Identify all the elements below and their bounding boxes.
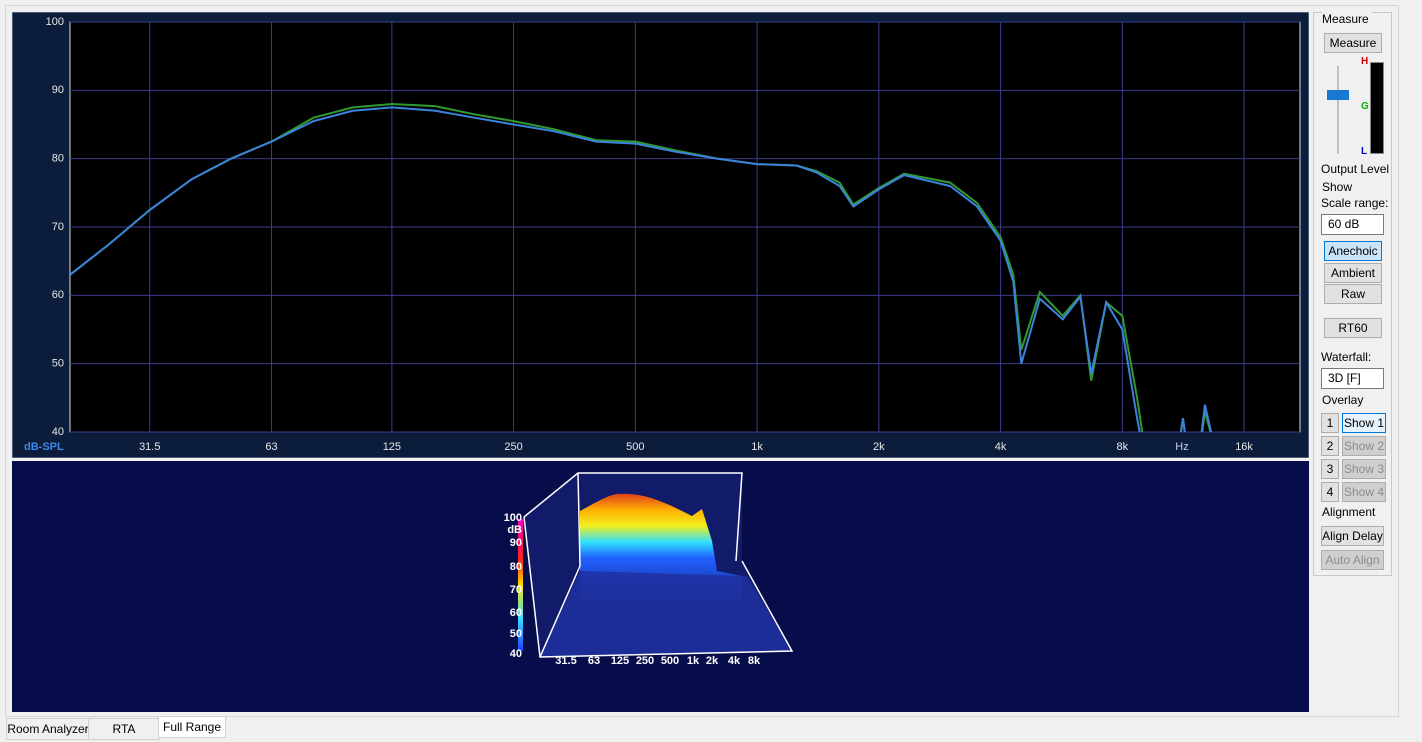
waterfall-box xyxy=(523,472,794,658)
y-tick-label: 50 xyxy=(52,358,64,370)
x-tick-label: 31.5 xyxy=(139,441,160,453)
group-label: Measure xyxy=(1322,12,1372,26)
scale-range-label: Scale range: xyxy=(1321,196,1389,210)
anechoic-button[interactable]: Anechoic xyxy=(1324,241,1382,261)
align-delay-button[interactable]: Align Delay xyxy=(1321,526,1384,546)
y-tick-label: 70 xyxy=(52,221,64,233)
waterfall-x-label: 500 xyxy=(661,655,679,667)
auto-align-button[interactable]: Auto Align xyxy=(1321,550,1384,570)
x-tick-label: 8k xyxy=(1117,441,1129,453)
grid xyxy=(70,21,1300,433)
x-tick-label: 4k xyxy=(995,441,1007,453)
x-tick-label: 500 xyxy=(626,441,644,453)
waterfall-x-label: 31.5 xyxy=(555,655,576,667)
meter-label: G xyxy=(1361,101,1369,112)
waterfall-y-label: 60 xyxy=(510,607,522,619)
x-tick-label: 1k xyxy=(751,441,763,453)
output-level-label: Output Level xyxy=(1321,162,1390,176)
series-line xyxy=(70,106,1213,432)
x-tick-label: 63 xyxy=(265,441,277,453)
overlay-number[interactable]: 2 xyxy=(1321,436,1339,456)
y-tick-label: 100 xyxy=(46,16,64,28)
y-tick-label: 90 xyxy=(52,84,64,96)
x-tick-label: 16k xyxy=(1235,441,1253,453)
level-meter xyxy=(1370,62,1384,154)
group-label: Show xyxy=(1322,180,1356,194)
tab[interactable]: Room Analyzer xyxy=(6,718,90,740)
spl-chart: dB-SPL Hz 40 50 60 70 80 90 100 31.5 63 125 250 500… xyxy=(12,12,1309,458)
waterfall-x-label: 2k xyxy=(706,655,719,667)
overlay-number[interactable]: 4 xyxy=(1321,482,1339,502)
group-label: Overlay xyxy=(1322,393,1367,407)
waterfall-x-label: 250 xyxy=(636,655,654,667)
scale-range-select[interactable]: 60 dB xyxy=(1321,214,1384,235)
overlay-show-button[interactable]: Show 3 xyxy=(1342,459,1386,479)
waterfall-x-label: 4k xyxy=(728,655,741,667)
meter-label: L xyxy=(1361,146,1368,157)
waterfall-x-label: 63 xyxy=(588,655,600,667)
waterfall-y-label: 50 xyxy=(510,628,522,640)
raw-button[interactable]: Raw xyxy=(1324,284,1382,304)
waterfall-y-label: 40 xyxy=(510,648,522,660)
tab[interactable]: RTA xyxy=(88,718,160,740)
group-label: Alignment xyxy=(1322,505,1379,519)
tab[interactable]: Full Range xyxy=(158,716,226,738)
meter-label: H xyxy=(1361,56,1369,67)
waterfall-x-label: 8k xyxy=(748,655,761,667)
waterfall-y-label: 90 xyxy=(510,537,522,549)
slider-track xyxy=(1337,66,1339,154)
waterfall-select[interactable]: 3D [F] xyxy=(1321,368,1384,389)
overlay-show-button[interactable]: Show 4 xyxy=(1342,482,1386,502)
waterfall-y-label: 80 xyxy=(510,561,522,573)
waterfall-label: Waterfall: xyxy=(1321,350,1372,364)
waterfall-y-label: 70 xyxy=(510,584,522,596)
overlay-show-button[interactable]: Show 2 xyxy=(1342,436,1386,456)
rt60-button[interactable]: RT60 xyxy=(1324,318,1382,338)
y-tick-label: 80 xyxy=(52,153,64,165)
waterfall-scale xyxy=(518,519,523,651)
y-axis-label: dB-SPL xyxy=(24,441,64,453)
x-tick-label: 250 xyxy=(504,441,522,453)
main-frame xyxy=(5,5,1399,717)
overlay-number[interactable]: 1 xyxy=(1321,413,1339,433)
x-tick-label: 125 xyxy=(383,441,401,453)
measure-button[interactable]: Measure xyxy=(1324,33,1382,53)
y-tick-label: 40 xyxy=(52,426,64,438)
waterfall-x-label: 125 xyxy=(611,655,629,667)
ambient-button[interactable]: Ambient xyxy=(1324,263,1382,283)
series-line xyxy=(70,102,1212,432)
x-tick-label: 2k xyxy=(873,441,885,453)
overlay-show-button[interactable]: Show 1 xyxy=(1342,413,1386,433)
slider-thumb[interactable] xyxy=(1327,90,1349,100)
waterfall-x-label: 1k xyxy=(687,655,700,667)
y-tick-label: 60 xyxy=(52,289,64,301)
waterfall-y-label: 100 xyxy=(504,512,522,524)
waterfall-y-label: dB xyxy=(507,524,522,536)
x-axis-label: Hz xyxy=(1175,441,1188,453)
overlay-number[interactable]: 3 xyxy=(1321,459,1339,479)
waterfall-base xyxy=(540,571,792,657)
